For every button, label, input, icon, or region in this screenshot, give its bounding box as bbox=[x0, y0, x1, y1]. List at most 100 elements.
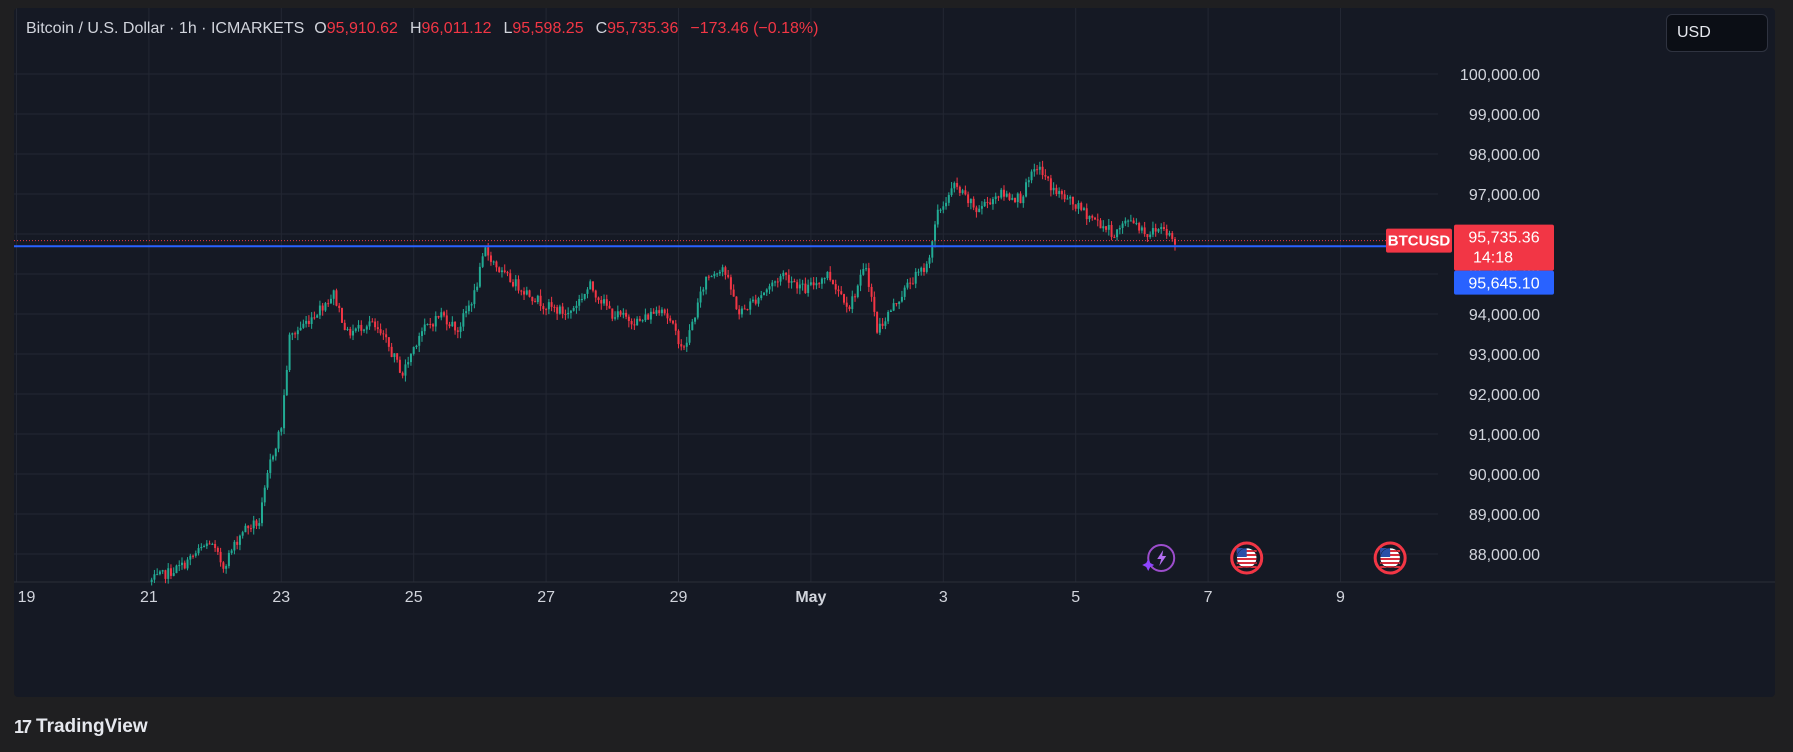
candle-body bbox=[558, 306, 561, 314]
tradingview-logo[interactable]: 17 TradingView bbox=[14, 716, 148, 738]
us-flag-event-icon[interactable] bbox=[1373, 541, 1407, 575]
candle-body bbox=[740, 308, 743, 315]
us-flag-event-icon[interactable] bbox=[1230, 541, 1264, 575]
candle-body bbox=[903, 287, 906, 297]
x-tick-label: 29 bbox=[670, 589, 688, 606]
candle-body bbox=[958, 186, 961, 193]
candle-body bbox=[1127, 220, 1130, 222]
candle-body bbox=[233, 541, 236, 551]
candle-body bbox=[608, 305, 611, 309]
candle-body bbox=[652, 311, 655, 314]
candle-body bbox=[782, 272, 785, 277]
price-chart[interactable]: 100,000.00 99,000.00 98,000.00 97,000.00 96,… bbox=[14, 8, 1775, 697]
candle-body bbox=[473, 290, 476, 305]
candle-body bbox=[263, 487, 266, 503]
candle-body bbox=[917, 271, 920, 273]
candle-body bbox=[1157, 229, 1160, 232]
candle-body bbox=[625, 312, 628, 317]
candle-body bbox=[597, 297, 600, 301]
candle-body bbox=[862, 268, 865, 275]
candle-body bbox=[484, 247, 487, 257]
candle-body bbox=[876, 311, 879, 333]
candle-body bbox=[914, 271, 917, 284]
symbol-description[interactable]: Bitcoin / U.S. Dollar · 1h · ICMARKETS bbox=[26, 20, 305, 37]
candle-body bbox=[994, 196, 997, 200]
candle-body bbox=[517, 279, 520, 291]
candle-body bbox=[1138, 223, 1141, 231]
candle-body bbox=[426, 323, 429, 325]
candle-body bbox=[895, 303, 898, 305]
candle-body bbox=[873, 296, 876, 312]
grid bbox=[14, 8, 1775, 583]
candle-body bbox=[423, 324, 426, 332]
candle-body bbox=[222, 562, 225, 569]
candle-body bbox=[1060, 191, 1063, 195]
candle-body bbox=[258, 523, 261, 526]
candle-body bbox=[848, 306, 851, 310]
candle-body bbox=[305, 320, 308, 324]
candle-body bbox=[429, 323, 432, 325]
high-value: 96,011.12 bbox=[421, 20, 492, 37]
candle-body bbox=[727, 274, 730, 278]
candle-body bbox=[1107, 224, 1110, 230]
candle-body bbox=[318, 305, 321, 316]
y-tick-label: 94,000.00 bbox=[1469, 307, 1540, 324]
candle-body bbox=[1110, 224, 1113, 237]
chart-panel[interactable]: 100,000.00 99,000.00 98,000.00 97,000.00 96,… bbox=[14, 8, 1775, 697]
candle-body bbox=[208, 543, 211, 545]
candle-body bbox=[459, 326, 462, 332]
candle-body bbox=[1116, 229, 1119, 238]
candle-body bbox=[644, 314, 647, 321]
candle-body bbox=[1085, 208, 1088, 220]
current-price-tag bbox=[1454, 224, 1554, 271]
candle-body bbox=[509, 273, 512, 283]
candle-body bbox=[398, 359, 401, 373]
candle-body bbox=[812, 282, 815, 286]
candle-body bbox=[911, 283, 914, 285]
candle-body bbox=[771, 282, 774, 287]
bolt-event-icon[interactable] bbox=[1142, 544, 1176, 572]
candle-body bbox=[178, 565, 181, 567]
candle-body bbox=[729, 277, 732, 290]
open-label: O bbox=[314, 20, 327, 37]
candle-body bbox=[754, 299, 757, 304]
candle-body bbox=[1063, 194, 1066, 200]
candle-body bbox=[694, 317, 697, 322]
candle-body bbox=[1030, 171, 1033, 181]
candle-body bbox=[716, 273, 719, 275]
candle-body bbox=[432, 324, 435, 327]
candle-body bbox=[718, 271, 721, 274]
candle-body bbox=[1135, 223, 1138, 225]
candle-body bbox=[169, 568, 172, 576]
candle-body bbox=[696, 302, 699, 318]
candle-body bbox=[354, 328, 357, 331]
candle-body bbox=[1124, 220, 1127, 224]
candle-body bbox=[467, 305, 470, 312]
candle-body bbox=[997, 196, 1000, 198]
candle-body bbox=[760, 295, 763, 299]
candle-body bbox=[192, 555, 195, 557]
candle-body bbox=[542, 306, 545, 310]
countdown-label: 14:18 bbox=[1473, 250, 1513, 267]
candle-body bbox=[299, 327, 302, 331]
candle-body bbox=[691, 321, 694, 331]
candle-body bbox=[1165, 229, 1168, 236]
candle-body bbox=[1027, 180, 1030, 183]
candle-body bbox=[774, 281, 777, 283]
candles bbox=[150, 160, 1176, 586]
candle-body bbox=[393, 353, 396, 358]
candle-body bbox=[953, 183, 956, 189]
candle-body bbox=[823, 278, 826, 280]
candle-body bbox=[947, 195, 950, 203]
candle-body bbox=[520, 290, 523, 292]
candle-body bbox=[247, 525, 250, 529]
candle-body bbox=[746, 309, 749, 311]
candle-body bbox=[669, 318, 672, 321]
candle-body bbox=[440, 312, 443, 318]
candle-body bbox=[211, 543, 214, 545]
candle-body bbox=[1077, 202, 1080, 209]
candle-body bbox=[175, 565, 178, 574]
candle-body bbox=[495, 261, 498, 268]
currency-button[interactable]: USD bbox=[1666, 14, 1768, 52]
candle-body bbox=[840, 291, 843, 295]
